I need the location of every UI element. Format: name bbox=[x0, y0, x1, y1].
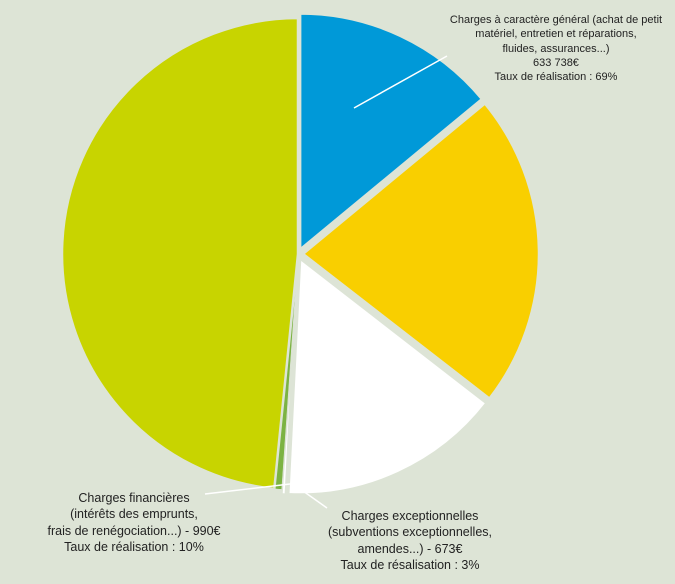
label-line: Charges à caractère général (achat de pe… bbox=[449, 14, 663, 26]
slice-yellow bbox=[301, 101, 541, 401]
leader-line-charges-financieres bbox=[204, 483, 291, 495]
label-rate: Taux de réalisation : 69% bbox=[494, 71, 618, 84]
label-line: Charges financières bbox=[78, 491, 190, 505]
leader-line-charges-generales bbox=[353, 55, 448, 109]
label-rate: Taux de réalisation : 10% bbox=[64, 539, 204, 554]
label-line: frais de renégociation...) - 990€ bbox=[47, 523, 221, 538]
label-line: (subventions exceptionnelles, bbox=[328, 525, 492, 540]
label-line: Charges exceptionnelles bbox=[341, 509, 479, 523]
label-charges-financieres: Charges financières (intérêts des emprun… bbox=[0, 490, 268, 555]
label-rate: Taux de résalisation : 3% bbox=[340, 557, 480, 572]
slice-large-green bbox=[60, 16, 300, 491]
label-line: matériel, entretien et réparations, bbox=[475, 28, 637, 41]
label-amount: 633 738€ bbox=[533, 56, 579, 69]
slice-charges-generales bbox=[298, 12, 484, 253]
leader-line-charges-exceptionnelles bbox=[295, 485, 328, 509]
label-line: fluides, assurances...) bbox=[502, 42, 610, 55]
label-charges-generales: Charges à caractère général (achat de pe… bbox=[440, 13, 672, 84]
slice-white bbox=[286, 256, 489, 496]
label-line: (intérêts des emprunts, bbox=[70, 507, 198, 522]
label-charges-exceptionnelles: Charges exceptionnelles (subventions exc… bbox=[300, 508, 520, 573]
label-line: amendes...) - 673€ bbox=[357, 541, 463, 556]
